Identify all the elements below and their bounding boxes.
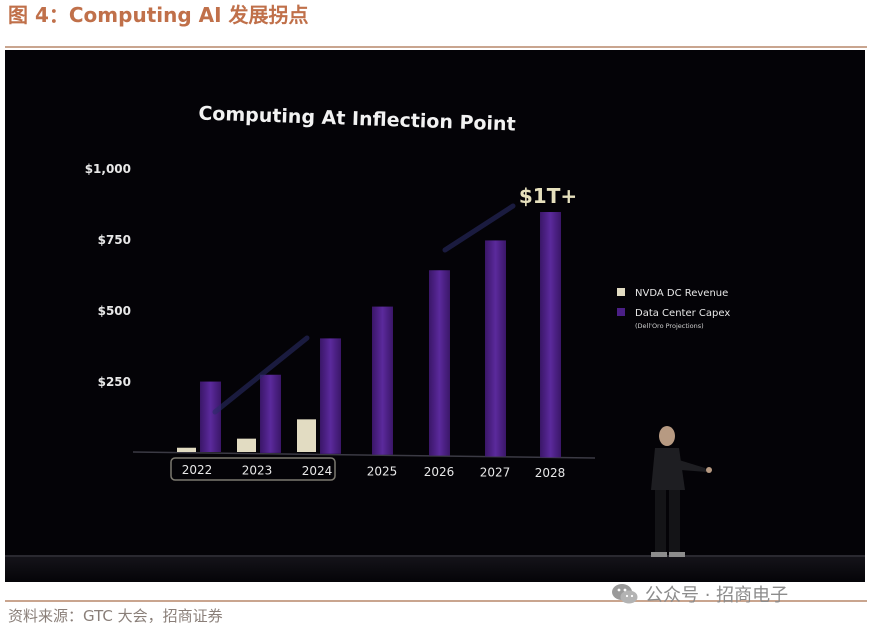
x-tick-label: 2027 [480, 466, 511, 480]
bar-chart: Computing At Inflection Point $1,000 $750… [5, 102, 865, 582]
trend-arrow [442, 203, 516, 253]
x-axis: 2022 2023 2024 2025 2026 2027 2028 [170, 457, 566, 481]
speaker-shoe-left [651, 552, 667, 557]
x-tick-label: 2023 [242, 464, 273, 478]
x-tick-label: 2026 [424, 465, 455, 479]
source-divider [5, 600, 867, 602]
watermark-text: 公众号 · 招商电子 [645, 585, 789, 606]
legend-swatch-revenue [617, 288, 625, 296]
speaker-shoe-right [669, 552, 685, 557]
speaker [651, 426, 712, 557]
x-tick-label: 2022 [182, 463, 213, 477]
legend-swatch-capex [617, 308, 625, 316]
speaker-leg-right [669, 490, 680, 556]
speaker-arm [679, 460, 707, 472]
bar-data-center-capex-2027 [485, 240, 506, 457]
annotation-1t: $1T+ [519, 184, 577, 208]
x-axis-line [132, 451, 596, 459]
stage-floor [5, 556, 865, 582]
bar-data-center-capex-2023 [260, 374, 281, 453]
bar-data-center-capex-2022 [200, 381, 221, 452]
bar-data-center-capex-2026 [429, 270, 450, 456]
bar-nvda-dc-revenue-2022 [177, 447, 196, 452]
bar-nvda-dc-revenue-2024 [297, 419, 316, 452]
speaker-hand [706, 467, 712, 473]
bar-nvda-dc-revenue-2023 [237, 438, 256, 452]
chart-title: Computing At Inflection Point [198, 102, 516, 135]
y-tick-label: $750 [98, 233, 131, 247]
speaker-leg-left [655, 490, 666, 556]
wechat-icon [612, 584, 638, 604]
legend-note: (Dell'Oro Projections) [635, 322, 704, 330]
bar-data-center-capex-2025 [372, 306, 393, 455]
legend: NVDA DC Revenue Data Center Capex (Dell'Or… [617, 288, 730, 330]
figure-caption: 图 4：Computing AI 发展拐点 [8, 3, 309, 27]
bar-data-center-capex-2024 [320, 338, 341, 454]
legend-label-revenue: NVDA DC Revenue [635, 288, 728, 299]
trend-arrow-early [212, 335, 310, 415]
speaker-jacket [651, 448, 685, 490]
bar-data-center-capex-2028 [540, 212, 561, 458]
y-tick-label: $500 [98, 304, 131, 318]
x-tick-label: 2025 [367, 465, 398, 479]
y-tick-label: $1,000 [85, 162, 131, 176]
bar-series: $1T+ [177, 184, 577, 458]
legend-label-capex: Data Center Capex [635, 308, 730, 319]
y-tick-label: $250 [98, 375, 131, 389]
keynote-slide: Computing At Inflection Point $1,000 $750… [5, 50, 865, 582]
historical-years-box [170, 457, 336, 481]
speaker-head [659, 426, 675, 446]
x-tick-label: 2024 [302, 464, 333, 478]
caption-divider [5, 46, 867, 48]
x-tick-label: 2028 [535, 466, 566, 480]
source-note: 资料来源：GTC 大会，招商证券 [8, 607, 223, 625]
watermark: 公众号 · 招商电子 [611, 580, 788, 608]
y-axis: $1,000 $750 $500 $250 [85, 162, 596, 459]
